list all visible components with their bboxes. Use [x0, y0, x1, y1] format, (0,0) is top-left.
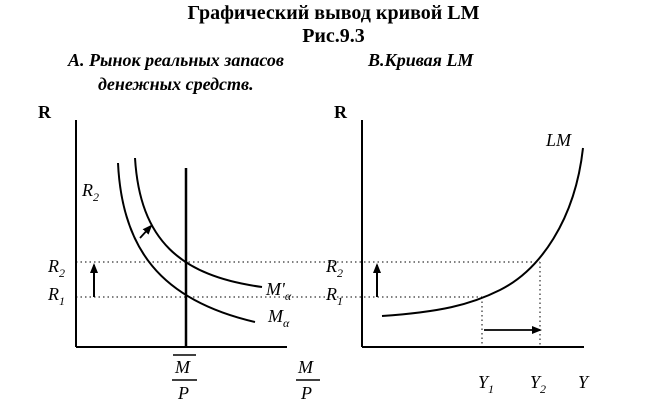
money-demand-curve-ma — [117, 162, 256, 323]
lm-label: LM — [545, 130, 572, 150]
figure-number: Рис.9.3 — [302, 25, 365, 47]
panel-a-title-line2: денежных средств. — [98, 74, 254, 94]
panel-a-x-numerator: M — [297, 357, 314, 377]
panel-b-title: В.Кривая LM — [368, 50, 474, 70]
curve-r2-label: R2 — [81, 180, 99, 204]
panel-a-x-denominator: P — [300, 383, 312, 403]
panel-a-r1-label: R1 — [47, 284, 65, 308]
panel-b-r1-label: R1 — [325, 284, 343, 308]
panel-b-y-axis-label: R — [334, 102, 348, 122]
m-alpha-label: Mα — [267, 306, 290, 330]
panel-a-title: А. Рынок реальных запасов — [68, 50, 284, 70]
figure-title: Графический вывод кривой LM — [187, 2, 480, 24]
supply-denominator: P — [177, 383, 189, 403]
panel-a-r2-label: R2 — [47, 256, 65, 280]
panel-b-x-axis-label: Y — [578, 372, 590, 392]
m-prime-alpha-label: M'α — [265, 279, 292, 303]
supply-numerator: M — [174, 357, 191, 377]
lm-curve — [381, 147, 584, 317]
y2-label: Y2 — [530, 372, 546, 396]
money-demand-curve-ma-prime — [134, 157, 263, 288]
y1-label: Y1 — [478, 372, 494, 396]
panel-a-y-axis-label: R — [38, 102, 52, 122]
demand-shift-arrow — [139, 224, 153, 239]
panel-b-r2-label: R2 — [325, 256, 343, 280]
